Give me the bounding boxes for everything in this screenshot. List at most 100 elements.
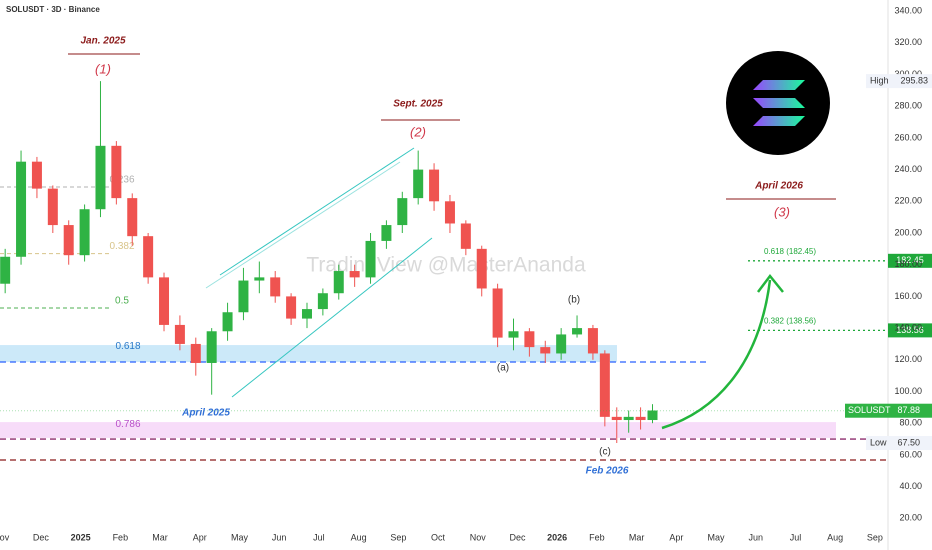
candle-body [238,280,249,313]
y-tick-label: 40.00 [899,481,922,491]
x-tick-label: Feb [589,532,605,542]
x-tick-label: May [708,532,726,542]
x-tick-label: 2025 [71,532,91,542]
x-tick-label: Sep [390,532,406,542]
candle-body [222,312,233,332]
candle-body [190,343,201,363]
x-tick-label: May [231,532,249,542]
wave-label: (2) [410,124,426,139]
y-tick-label: 240.00 [894,164,922,174]
y-tick-label: 300.00 [894,69,922,79]
candle-body [476,248,487,289]
candle-body [647,410,658,421]
y-tick-label: 100.00 [894,386,922,396]
fib-label: 0.382 [109,241,134,252]
y-tick-label: 140.00 [894,322,922,332]
badge-bg [845,403,932,418]
x-tick-label: Mar [152,532,168,542]
x-tick-label: Jun [748,532,763,542]
y-tick-label: 60.00 [899,449,922,459]
x-tick-label: Nov [470,532,487,542]
wave-label: (3) [774,204,790,219]
price-badge-value: 138.56 [896,325,924,335]
candle-body [599,353,610,417]
x-tick-label: Aug [827,532,843,542]
wave-label: (b) [568,295,580,306]
price-badge-value: 182.45 [896,255,924,265]
badge-name: SOLUSDT [848,405,891,415]
arrow [661,273,784,430]
candle-body [429,169,440,202]
target-label: 0.618 (182.45) [764,247,816,256]
candle-body [111,145,122,199]
y-tick-label: 20.00 [899,513,922,523]
channel [205,147,433,398]
x-tick-label: Aug [351,532,367,542]
annotation: Feb 2026 [586,466,629,477]
x-tick-label: Apr [669,532,683,542]
candle-body [143,236,154,278]
zone [0,345,617,363]
candle-body [365,240,376,278]
wave-label: (a) [497,363,509,374]
x-tick-label: Nov [0,532,10,542]
candle-body [333,271,344,294]
candle-body [286,296,297,319]
x-tick-label: 2026 [547,532,567,542]
y-tick-label: 80.00 [899,418,922,428]
candle-body [540,347,551,354]
candle-body [623,416,634,421]
candle-body [556,334,567,354]
candle-body [524,331,535,348]
badge-bg [866,436,932,451]
annotation: Jan. 2025 [80,36,125,47]
badge-value: 87.88 [897,405,920,415]
badge-name: Low [870,437,887,447]
candle-body [397,198,408,226]
wave-label: (1) [95,61,111,76]
candle-body [349,271,360,278]
candle-body [492,288,503,338]
candle-body [174,324,185,344]
x-tick-label: Sep [867,532,883,542]
y-tick-label: 260.00 [894,132,922,142]
candle-body [572,328,583,335]
candle-body [444,201,455,224]
candle-body [206,331,217,363]
candle-body [127,198,138,237]
annotation: Sept. 2025 [393,99,443,110]
y-tick-label: 280.00 [894,101,922,111]
x-tick-label: Feb [113,532,129,542]
fib-label: 0.618 [115,341,140,352]
y-tick-label: 320.00 [894,37,922,47]
x-tick-label: Mar [629,532,645,542]
candle-body [254,277,265,281]
badge-bg [866,74,932,89]
candle-body [413,169,424,199]
annotation: April 2026 [754,181,803,192]
x-tick-label: Jun [272,532,287,542]
target-label: 0.382 (138.56) [764,316,816,325]
candle-body [508,331,519,338]
zone [0,422,836,438]
candle-body [301,309,312,319]
candle-body [635,416,646,421]
candle-body [16,161,27,257]
x-tick-label: Jul [790,532,802,542]
candle-body [317,293,328,310]
fib-label: 0.236 [109,175,134,186]
y-tick-label: 220.00 [894,196,922,206]
wave-label: (c) [599,447,611,458]
fib-label: 0.5 [115,296,129,307]
y-tick-label: 180.00 [894,259,922,269]
x-tick-label: Dec [33,532,50,542]
y-tick-label: 120.00 [894,354,922,364]
price-badge [888,253,932,268]
watermark: TradingView @MasterAnanda [306,254,586,277]
candle-body [0,256,11,284]
x-tick-label: Apr [193,532,207,542]
x-tick-label: Oct [431,532,446,542]
candle-body [270,277,281,297]
badge-value: 67.50 [897,437,920,447]
